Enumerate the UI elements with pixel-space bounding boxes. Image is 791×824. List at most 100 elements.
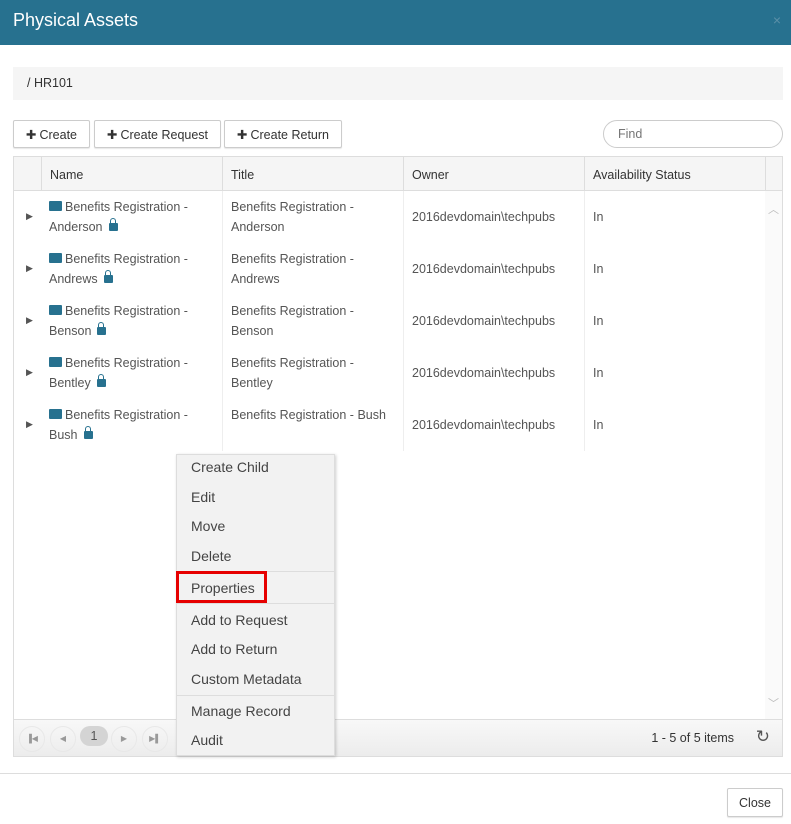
menu-item-delete[interactable]: Delete [191, 548, 232, 564]
folder-icon [49, 305, 62, 315]
folder-icon [49, 357, 62, 367]
title-text: Bentley [231, 376, 273, 390]
folder-icon [49, 253, 62, 263]
title-text: Andrews [231, 272, 280, 286]
close-icon[interactable]: × [772, 12, 781, 28]
name-text: Benefits Registration - [65, 408, 188, 422]
lock-icon [103, 270, 113, 283]
dialog-title: Physical Assets [13, 10, 139, 30]
assets-grid: Name Title Owner Availability Status ▶ B… [13, 156, 783, 757]
scroll-down-icon[interactable]: ﹀ [768, 698, 779, 710]
table-row[interactable]: ▶ Benefits Registration - Bentley Benefit… [14, 347, 766, 399]
scroll-up-icon[interactable]: ︿ [768, 204, 779, 216]
last-page-icon[interactable]: ▶▌ [142, 726, 168, 752]
column-title[interactable]: Title [222, 157, 403, 191]
folder-icon [49, 409, 62, 419]
prev-page-icon[interactable]: ◀ [50, 726, 76, 752]
lock-icon [83, 426, 93, 439]
menu-item-add-to-return[interactable]: Add to Return [191, 641, 278, 657]
highlight-box [176, 571, 267, 603]
name-text: Anderson [49, 220, 103, 234]
table-row[interactable]: ▶ Benefits Registration - Andrews Benefit… [14, 243, 766, 295]
status-cell: In [584, 399, 765, 451]
dialog-titlebar: Physical Assets × [0, 0, 791, 45]
create-return-label: Create Return [250, 128, 329, 142]
title-text: Benefits Registration - Bush [231, 408, 386, 422]
menu-item-custom-metadata[interactable]: Custom Metadata [191, 671, 302, 687]
name-text: Benson [49, 324, 92, 338]
title-cell: Benefits Registration - Bentley [222, 347, 403, 399]
owner-cell: 2016devdomain\techpubs [403, 347, 584, 399]
menu-item-manage-record[interactable]: Manage Record [191, 703, 291, 719]
lock-icon [96, 374, 106, 387]
status-cell: In [584, 347, 765, 399]
refresh-icon[interactable]: ↻ [755, 727, 770, 746]
lock-icon [97, 322, 107, 335]
divider [0, 773, 791, 774]
pager-info: 1 - 5 of 5 items [651, 731, 734, 745]
name-cell[interactable]: Benefits Registration - Bush [41, 399, 222, 451]
create-return-button[interactable]: ✚ Create Return [224, 120, 342, 148]
title-cell: Benefits Registration - Anderson [222, 191, 403, 243]
title-text: Benefits Registration - [231, 304, 354, 318]
page-number[interactable]: 1 [80, 726, 108, 746]
expand-arrow-icon[interactable]: ▶ [26, 263, 33, 273]
column-name[interactable]: Name [41, 157, 222, 191]
create-label: Create [39, 128, 78, 142]
expand-arrow-icon[interactable]: ▶ [26, 315, 33, 325]
next-page-icon[interactable]: ▶ [111, 726, 137, 752]
vertical-scrollbar[interactable]: ︿ ﹀ [765, 191, 782, 719]
context-menu: Create Child Edit Move Delete Properties Add … [176, 454, 335, 756]
name-cell[interactable]: Benefits Registration - Bentley [41, 347, 222, 399]
name-text: Benefits Registration - [65, 304, 188, 318]
title-text: Benefits Registration - [231, 252, 354, 266]
owner-cell: 2016devdomain\techpubs [403, 295, 584, 347]
title-text: Benefits Registration - [231, 356, 354, 370]
plus-icon: ✚ [26, 128, 37, 142]
expand-arrow-icon[interactable]: ▶ [26, 211, 33, 221]
menu-separator [177, 695, 334, 696]
title-cell: Benefits Registration - Benson [222, 295, 403, 347]
plus-icon: ✚ [107, 128, 118, 142]
name-text: Benefits Registration - [65, 252, 188, 266]
title-text: Benefits Registration - [231, 200, 354, 214]
lock-icon [108, 218, 118, 231]
menu-item-create-child[interactable]: Create Child [191, 459, 269, 475]
find-input[interactable] [603, 120, 783, 148]
title-cell: Benefits Registration - Bush [222, 399, 403, 451]
expand-arrow-icon[interactable]: ▶ [26, 367, 33, 377]
name-text: Benefits Registration - [65, 200, 188, 214]
table-row[interactable]: ▶ Benefits Registration - Anderson Benefi… [14, 191, 766, 243]
menu-item-audit[interactable]: Audit [191, 732, 223, 748]
table-row[interactable]: ▶ Benefits Registration - Benson Benefits… [14, 295, 766, 347]
folder-icon [49, 201, 62, 211]
name-cell[interactable]: Benefits Registration - Benson [41, 295, 222, 347]
column-owner[interactable]: Owner [403, 157, 584, 191]
create-button[interactable]: ✚ Create [13, 120, 91, 148]
close-button[interactable]: Close [727, 788, 783, 817]
menu-item-add-to-request[interactable]: Add to Request [191, 612, 288, 628]
create-request-label: Create Request [120, 128, 209, 142]
menu-item-properties[interactable]: Properties [191, 580, 255, 596]
menu-item-move[interactable]: Move [191, 518, 226, 534]
column-spacer [765, 157, 782, 191]
name-text: Andrews [49, 272, 98, 286]
name-text: Bush [49, 428, 78, 442]
name-text: Bentley [49, 376, 91, 390]
grid-header: Name Title Owner Availability Status [14, 157, 782, 191]
expand-arrow-icon[interactable]: ▶ [26, 419, 33, 429]
status-cell: In [584, 243, 765, 295]
name-cell[interactable]: Benefits Registration - Andrews [41, 243, 222, 295]
owner-cell: 2016devdomain\techpubs [403, 399, 584, 451]
name-cell[interactable]: Benefits Registration - Anderson [41, 191, 222, 243]
breadcrumb[interactable]: / HR101 [13, 67, 783, 100]
name-text: Benefits Registration - [65, 356, 188, 370]
owner-cell: 2016devdomain\techpubs [403, 191, 584, 243]
table-row[interactable]: ▶ Benefits Registration - Bush Benefits R… [14, 399, 766, 451]
menu-item-edit[interactable]: Edit [191, 489, 216, 505]
status-cell: In [584, 295, 765, 347]
first-page-icon[interactable]: ▐◀ [19, 726, 45, 752]
column-availability-status[interactable]: Availability Status [584, 157, 765, 191]
title-text: Anderson [231, 220, 285, 234]
create-request-button[interactable]: ✚ Create Request [94, 120, 222, 148]
